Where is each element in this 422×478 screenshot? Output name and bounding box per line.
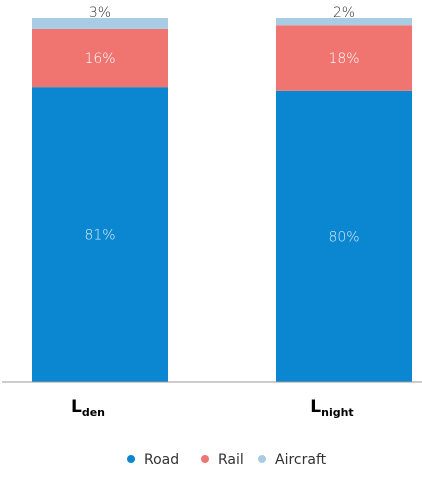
bar-road-1: [32, 87, 168, 382]
legend-label-rail: Rail: [218, 452, 244, 468]
legend: Road Rail Aircraft: [127, 452, 327, 468]
legend-label-road: Road: [144, 452, 179, 468]
category-labels: Lden Lnight: [71, 397, 354, 419]
bar-rail-2: [276, 25, 412, 91]
data-label-aircraft-1: 3%: [89, 5, 111, 21]
data-label-road-2: 80%: [328, 229, 359, 245]
bar-aircraft-1: [32, 18, 168, 29]
data-label-rail-2: 18%: [328, 51, 359, 67]
data-label-rail-1: 16%: [84, 51, 115, 67]
legend-marker-road: [127, 455, 135, 463]
legend-marker-rail: [201, 455, 209, 463]
bar-rail-1: [32, 28, 168, 88]
data-label-aircraft-2: 2%: [333, 5, 355, 21]
bar-road-2: [276, 90, 412, 383]
bars-group: 81% 16% 3% 80% 18% 2%: [32, 5, 412, 383]
legend-marker-aircraft: [258, 455, 266, 463]
bar-aircraft-2: [276, 18, 412, 26]
legend-label-aircraft: Aircraft: [275, 452, 327, 468]
category-label-2: Lnight: [310, 397, 353, 419]
category-label-1: Lden: [71, 397, 105, 419]
data-label-road-1: 81%: [84, 228, 115, 244]
